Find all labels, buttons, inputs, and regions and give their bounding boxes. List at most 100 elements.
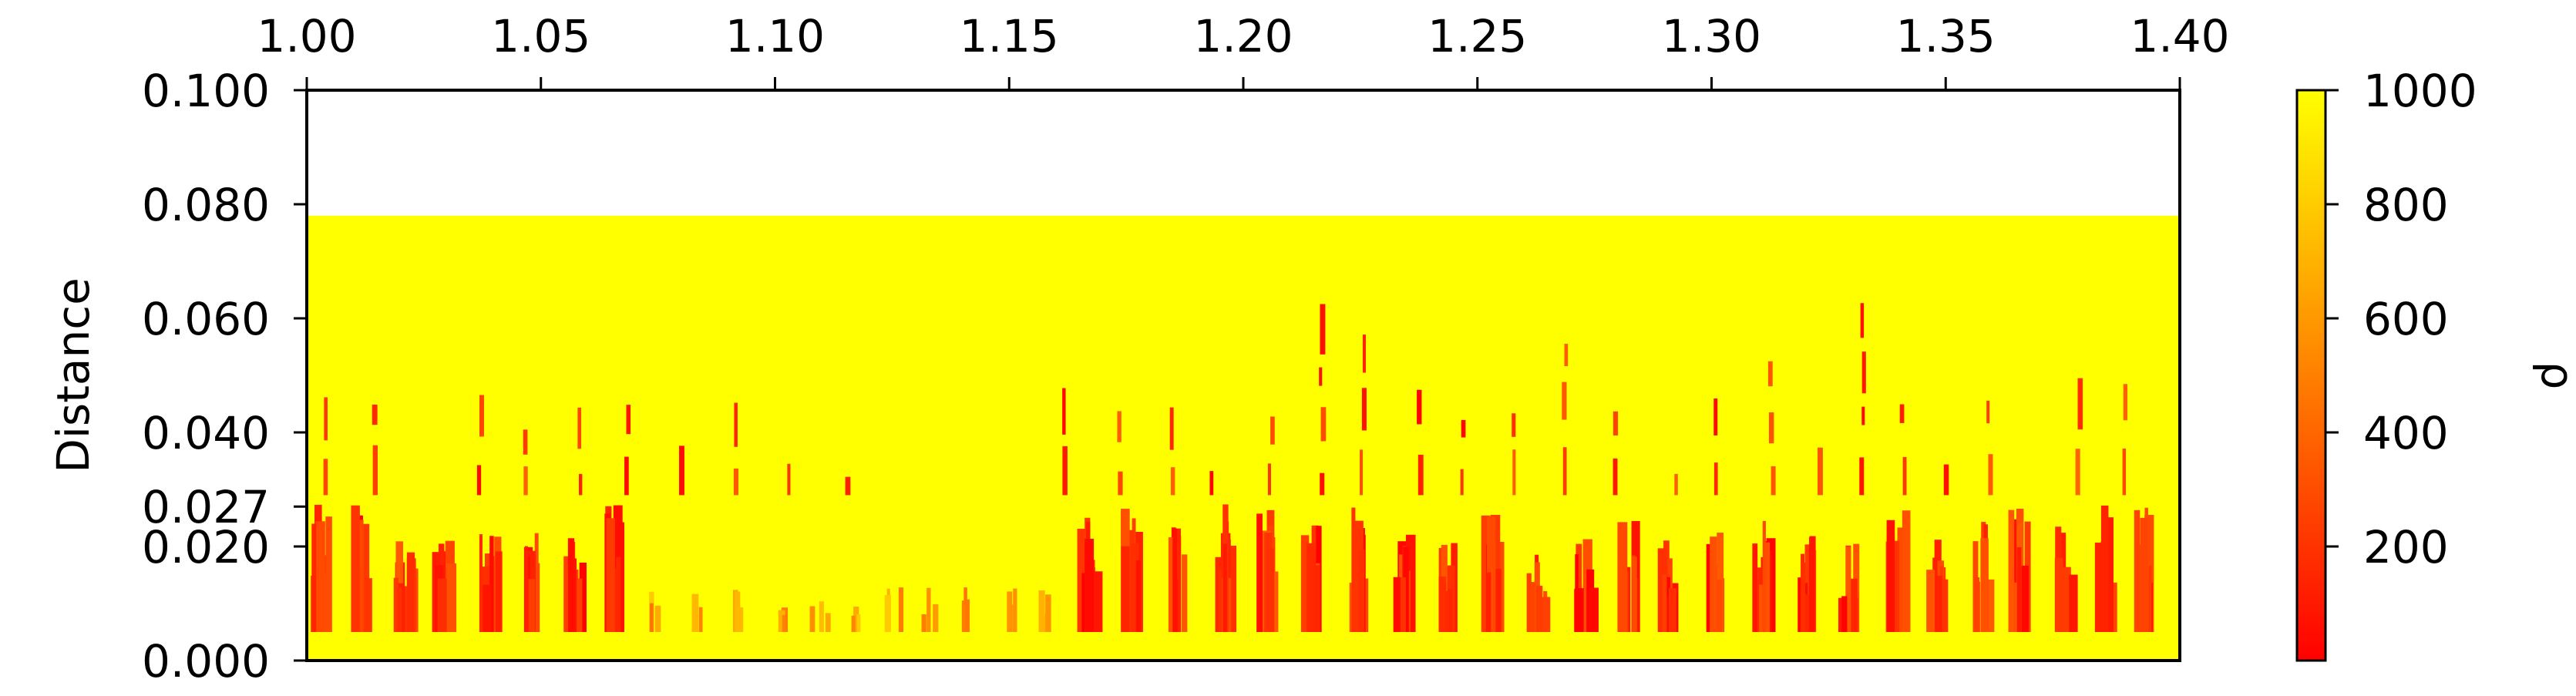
heatmap-cell [1564, 344, 1569, 367]
heatmap-cell [624, 456, 629, 496]
heatmap-cell [1859, 457, 1865, 496]
heatmap-cell [1932, 557, 1938, 632]
y-tick-label: 0.100 [142, 65, 270, 117]
heatmap-cell [1613, 458, 1618, 496]
heatmap-cell [1713, 462, 1718, 496]
heatmap-cell [1267, 463, 1271, 496]
heatmap-cell [1861, 406, 1865, 425]
heatmap-cell [2140, 517, 2148, 632]
heatmap-cell [1575, 554, 1579, 632]
heatmap-cell [856, 614, 861, 632]
heatmap-cell [1270, 548, 1275, 632]
heatmap-cell [1227, 546, 1237, 632]
heatmap-cell [1897, 527, 1904, 632]
heatmap-cell [1986, 400, 1990, 424]
heatmap-cell [393, 577, 399, 632]
heatmap-cell [1358, 550, 1365, 632]
heatmap-cell [926, 587, 931, 632]
heatmap-cell [1861, 351, 1866, 394]
heatmap-cell [1535, 585, 1543, 632]
heatmap-cell [1363, 578, 1369, 632]
heatmap-cell [1320, 472, 1325, 496]
heatmap-cell [736, 607, 744, 632]
heatmap-cell [2122, 448, 2127, 496]
y-tick-label: 0.040 [142, 407, 270, 459]
heatmap-cell [1319, 367, 1323, 386]
heatmap-cell [782, 615, 786, 632]
heatmap-cell [1617, 522, 1628, 632]
heatmap-cell [1512, 413, 1516, 437]
colorbar-tick-label: 600 [2363, 293, 2449, 345]
heatmap-cell [1487, 516, 1496, 632]
heatmap-cell [884, 595, 892, 632]
heatmap-cell [1562, 382, 1567, 420]
heatmap-cell [528, 579, 536, 632]
heatmap-cell [397, 587, 402, 632]
heatmap-cell [1768, 412, 1774, 444]
heatmap-cell [691, 593, 699, 632]
heatmap-cell [534, 533, 539, 632]
y-tick-label: 0.020 [142, 521, 270, 573]
y-tick-label: 0.000 [142, 635, 270, 688]
heatmap-cell [1351, 507, 1356, 632]
colorbar-tick-label: 800 [2363, 179, 2449, 231]
heatmap-cell [649, 603, 654, 632]
heatmap-cell [2100, 505, 2109, 632]
heatmap-cell [1817, 447, 1823, 496]
heatmap-cell [1481, 515, 1490, 632]
heatmap-cell [2063, 567, 2071, 632]
heatmap-cell [315, 521, 325, 632]
colorbar-tick-label: 400 [2363, 407, 2449, 459]
heatmap-cell [2021, 565, 2029, 632]
heatmap-cell [2069, 574, 2078, 632]
heatmap-cell [1632, 556, 1637, 632]
heatmap-cell [1461, 419, 1466, 438]
heatmap-cell [1980, 538, 1989, 632]
heatmap-cell [1586, 590, 1596, 632]
heatmap-cell [1007, 591, 1013, 632]
x-axis: 1.00 1.05 1.10 1.15 1.20 1.25 1.30 1.35 1.40 [257, 10, 2230, 90]
heatmap-cell [1092, 571, 1103, 632]
heatmap-cell [1062, 446, 1068, 496]
heatmap-cell [578, 473, 583, 496]
heatmap-cell [1494, 569, 1502, 632]
heatmap-cell [1576, 543, 1582, 632]
heatmap-cell [1804, 544, 1813, 632]
heatmap-cell [1801, 563, 1806, 632]
heatmap-cell [1542, 597, 1551, 632]
heatmap-cell [351, 505, 360, 632]
heatmap-cell [733, 468, 739, 496]
heatmap-cell [933, 604, 939, 632]
heatmap-cell [1170, 467, 1175, 496]
heatmap-cell [1218, 570, 1222, 632]
heatmap-cell [323, 459, 328, 496]
heatmap-cell [324, 397, 328, 441]
heatmap-cell [1264, 533, 1273, 632]
heatmap-cell [1314, 565, 1320, 632]
heatmap-cell [2075, 449, 2080, 496]
heatmap-cell [1902, 456, 1907, 496]
heatmap-cell [1306, 543, 1316, 632]
heatmap-cell [2008, 509, 2015, 632]
heatmap-cell [734, 402, 738, 447]
heatmap-cell [365, 578, 372, 632]
heatmap-cell [1845, 546, 1851, 632]
heatmap-cell [1077, 528, 1086, 632]
heatmap-cell [1706, 543, 1711, 632]
heatmap-cell [1987, 579, 1995, 632]
heatmap-cell [2123, 384, 2128, 421]
heatmap-cell [851, 615, 856, 632]
heatmap-cell [626, 405, 631, 435]
heatmap-cell [523, 429, 528, 455]
heatmap-cell [406, 552, 415, 632]
heatmap-cell [1848, 578, 1858, 632]
x-tick-label: 1.35 [1896, 10, 1996, 62]
heatmap-cell [1135, 560, 1142, 632]
heatmap-cell [1349, 582, 1353, 632]
heatmap-cell [1417, 389, 1422, 425]
heatmap-cell [1361, 388, 1367, 431]
heatmap-cell [1121, 546, 1130, 632]
heatmap-cell [446, 563, 457, 632]
heatmap-cell [1256, 513, 1263, 632]
